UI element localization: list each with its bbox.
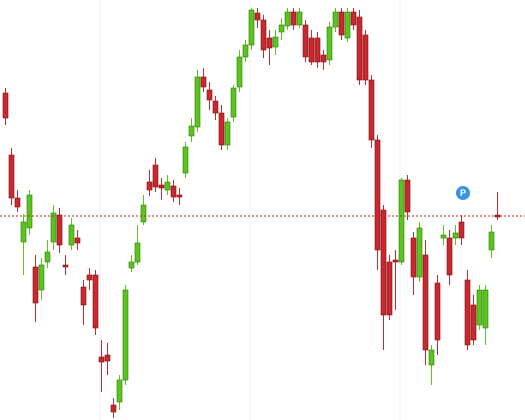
candle-body: [104, 354, 111, 362]
candle-body: [242, 44, 249, 58]
candles: [2, 8, 501, 418]
candle-body: [44, 251, 51, 263]
candle-body: [422, 254, 429, 351]
candle-body: [320, 54, 327, 63]
candle-body: [68, 224, 75, 246]
candle-body: [116, 379, 123, 403]
candle-body: [20, 221, 27, 243]
candle-body: [248, 9, 255, 46]
candle-body: [482, 289, 489, 329]
candle-body: [62, 264, 69, 268]
candle-body: [266, 37, 273, 49]
candle-body: [236, 56, 243, 88]
candle-body: [8, 154, 15, 199]
candle-body: [434, 282, 441, 341]
candle-body: [230, 87, 237, 118]
candle-body: [296, 11, 303, 26]
candle-body: [314, 37, 321, 63]
candle-body: [152, 164, 159, 188]
candle-body: [386, 261, 393, 316]
candle-body: [302, 24, 309, 58]
candle-body: [122, 289, 129, 381]
candle-body: [332, 11, 339, 28]
candle-body: [2, 92, 9, 119]
candle-body: [254, 12, 261, 21]
candle-body: [362, 34, 369, 81]
candle-body: [338, 11, 345, 36]
candle-body: [290, 11, 297, 26]
candle-body: [194, 76, 201, 128]
candle-body: [26, 194, 33, 229]
candle-body: [32, 266, 39, 304]
candle-body: [86, 274, 93, 281]
candle-body: [440, 234, 447, 239]
candle-body: [170, 185, 177, 198]
candle-body: [464, 279, 471, 346]
candle-body: [452, 232, 459, 239]
candle-body: [74, 237, 81, 244]
candle-body: [380, 209, 387, 316]
candle-body: [476, 289, 483, 326]
candle-body: [326, 26, 333, 61]
candle-body: [188, 125, 195, 137]
candle-body: [176, 194, 183, 198]
candle-body: [146, 181, 153, 191]
candle-body: [470, 304, 477, 341]
candle-body: [224, 121, 231, 146]
candle-body: [374, 139, 381, 251]
candle-body: [410, 237, 417, 278]
marker-circle: [456, 186, 470, 200]
candle-body: [80, 286, 87, 306]
candle-body: [128, 261, 135, 269]
candle-body: [446, 237, 453, 276]
candle-body: [158, 184, 165, 189]
candle-body: [38, 264, 45, 291]
candle-body: [368, 79, 375, 141]
candle-body: [164, 181, 171, 191]
candle-body: [50, 212, 57, 243]
candle-body: [416, 227, 423, 278]
candle-body: [488, 231, 495, 251]
candle-body: [272, 36, 279, 48]
candle-body: [56, 214, 63, 246]
candle-body: [218, 112, 225, 146]
candle-body: [134, 242, 141, 263]
candle-body: [404, 179, 411, 213]
marker-label: P: [460, 188, 466, 198]
candle-body: [92, 274, 99, 329]
candle-body: [200, 76, 207, 88]
candle-body: [140, 204, 147, 223]
candle-body: [308, 37, 315, 63]
candle-body: [260, 19, 267, 51]
candle-body: [98, 356, 105, 363]
candle-body: [284, 11, 291, 27]
candle-body: [14, 197, 21, 208]
candle-body: [182, 146, 189, 174]
candle-body: [344, 11, 351, 39]
candle-body: [212, 100, 219, 114]
candle-body: [458, 221, 465, 239]
candle-body: [398, 179, 405, 263]
candle-body: [392, 259, 399, 263]
candle-body: [428, 349, 435, 366]
candle-body: [206, 89, 213, 101]
candle-body: [110, 404, 117, 413]
event-marker: P: [456, 186, 470, 200]
candle-body: [350, 11, 357, 26]
candle-body: [356, 16, 363, 81]
candle-body: [278, 24, 285, 33]
